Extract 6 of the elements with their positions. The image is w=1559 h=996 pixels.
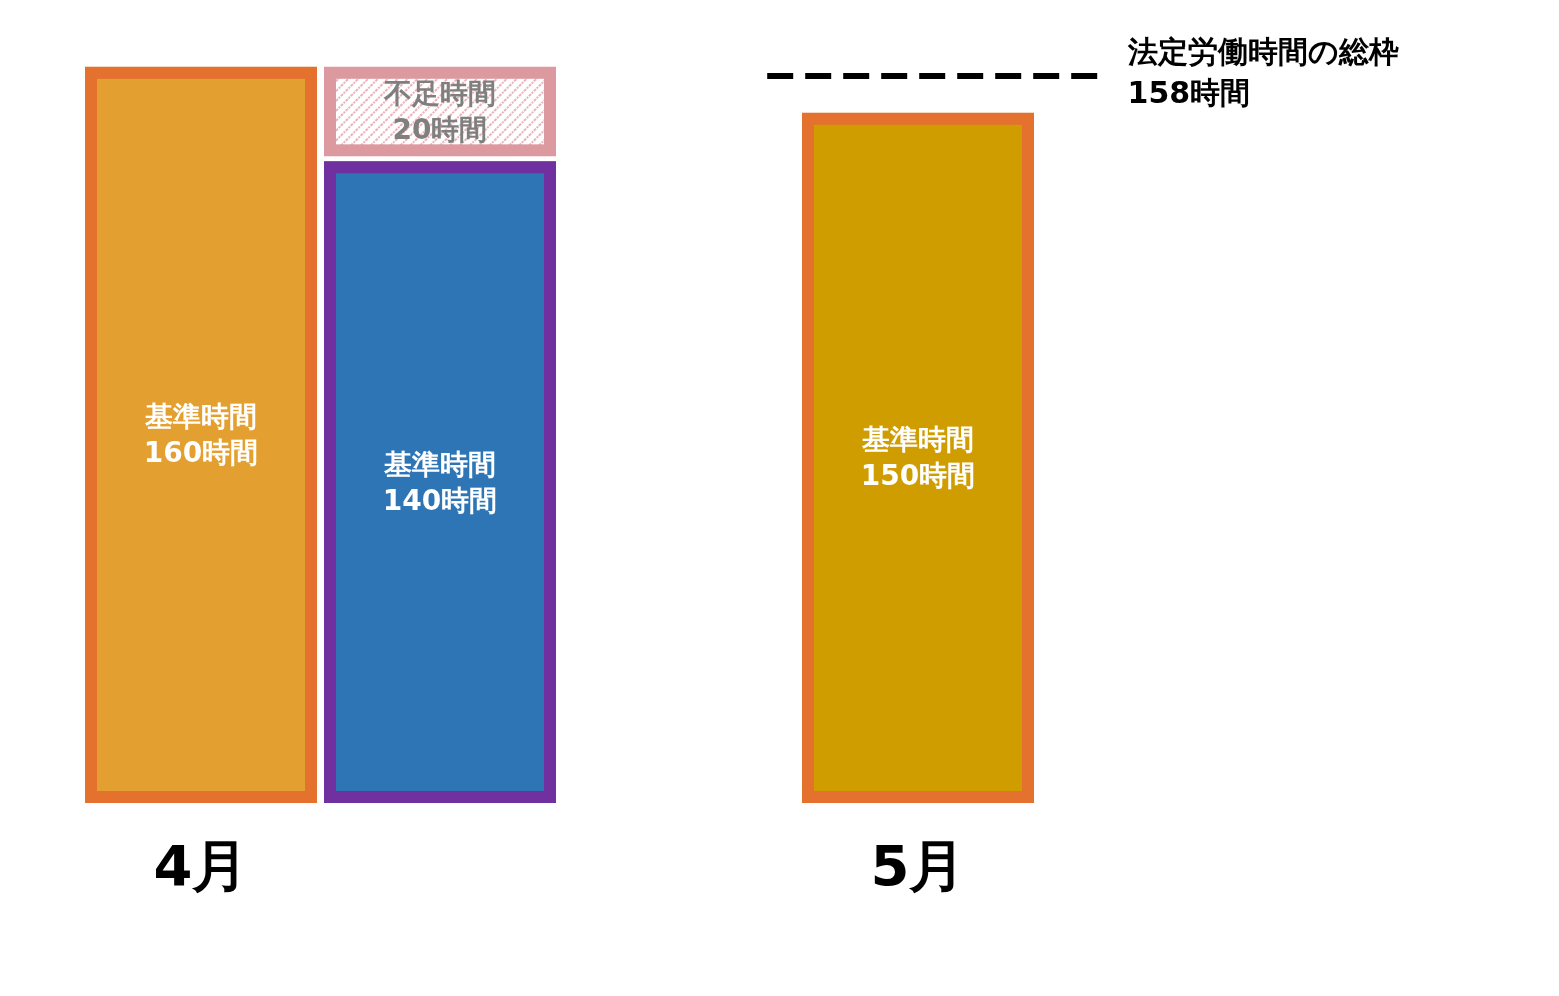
ref-line-label: 法定労働時間の総枠 158時間 <box>1127 34 1399 110</box>
x-tick-label: 5月 <box>870 832 966 898</box>
data-label: 基準時間 160時間 <box>143 400 259 470</box>
data-label: 基準時間 140時間 <box>382 447 498 517</box>
data-label: 基準時間 150時間 <box>860 423 976 493</box>
x-tick-label: 4月 <box>153 832 249 898</box>
